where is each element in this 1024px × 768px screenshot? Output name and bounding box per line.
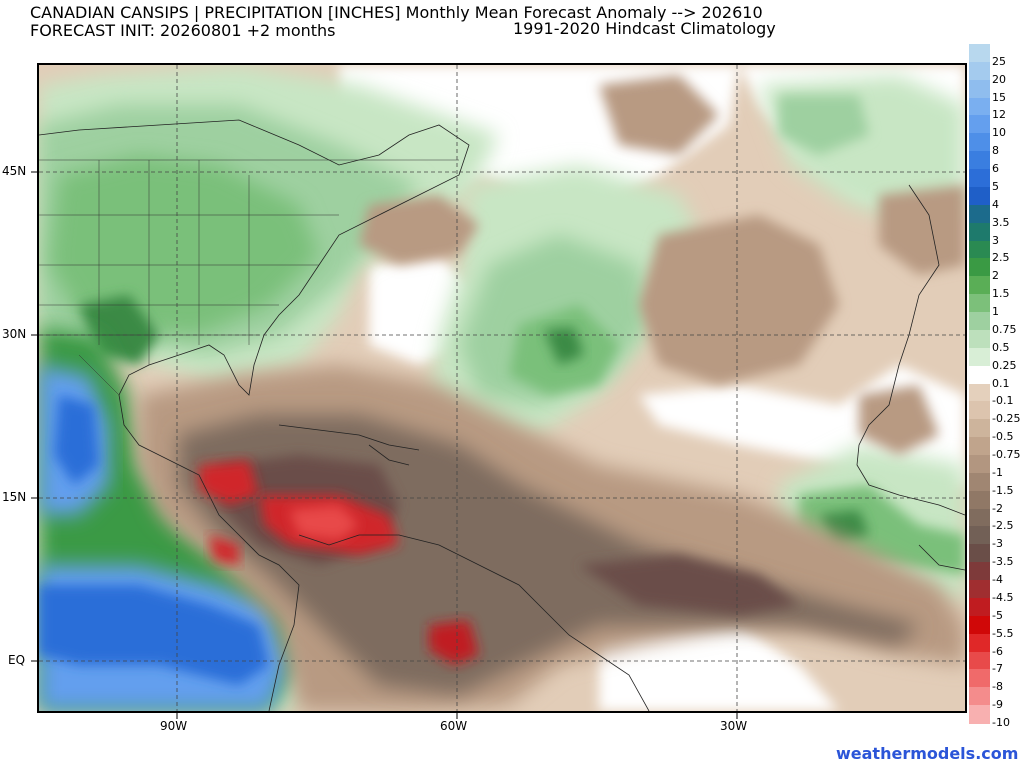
colorbar-level-label: -0.1: [992, 394, 1014, 408]
colorbar-swatch: [969, 472, 990, 492]
colorbar-level-label: 0.1: [992, 376, 1010, 390]
anomaly-map: [39, 65, 965, 711]
colorbar-level-label: -10: [992, 716, 1010, 729]
colorbar-level-label: -8: [992, 680, 1003, 694]
colorbar-swatch: [969, 419, 990, 438]
colorbar-swatch: [969, 258, 990, 277]
colorbar-swatch: [969, 312, 990, 331]
colorbar-level-label: 10: [992, 126, 1006, 140]
colorbar-level-label: 5: [992, 179, 999, 193]
colorbar-level-label: 15: [992, 90, 1006, 104]
colorbar-level-label: 1.5: [992, 287, 1010, 301]
colorbar-level-label: 25: [992, 54, 1006, 68]
colorbar-swatch: [969, 669, 990, 688]
colorbar-swatch: [969, 186, 990, 206]
colorbar-level-label: 6: [992, 162, 999, 176]
colorbar-level-label: 20: [992, 72, 1006, 86]
colorbar-level-label: -3: [992, 537, 1003, 551]
graticule: [39, 65, 965, 711]
colorbar-swatch: [969, 597, 990, 617]
colorbar: [969, 44, 990, 724]
colorbar-swatch: [969, 615, 990, 635]
colorbar-swatch: [969, 133, 990, 152]
map-title: CANADIAN CANSIPS | PRECIPITATION [INCHES…: [30, 3, 763, 22]
colorbar-level-label: -2.5: [992, 519, 1014, 533]
colorbar-swatch: [969, 276, 990, 295]
colorbar-level-label: 3.5: [992, 215, 1010, 229]
colorbar-swatch: [969, 44, 990, 63]
colorbar-level-label: -6: [992, 644, 1003, 658]
colorbar-level-label: -7: [992, 662, 1003, 676]
colorbar-swatch: [969, 526, 990, 545]
colorbar-level-label: 2: [992, 269, 999, 283]
lat-label-45n: 45N: [2, 164, 27, 178]
colorbar-swatch: [969, 705, 990, 724]
colorbar-swatch: [969, 401, 990, 420]
colorbar-level-label: -5: [992, 608, 1003, 622]
map-panel[interactable]: [37, 63, 967, 713]
colorbar-swatch: [969, 687, 990, 706]
dry-anomaly-areas: [139, 75, 965, 711]
colorbar-swatch: [969, 365, 990, 385]
lat-label-eq: EQ: [8, 653, 26, 667]
colorbar-level-label: 0.5: [992, 340, 1010, 354]
colorbar-swatch: [969, 454, 990, 474]
colorbar-swatch: [969, 151, 990, 170]
colorbar-level-label: -4.5: [992, 590, 1014, 604]
lat-label-15n: 15N: [2, 490, 27, 504]
coastlines: [39, 119, 965, 711]
climatology-label: 1991-2020 Hindcast Climatology: [513, 19, 776, 38]
colorbar-level-label: -4: [992, 573, 1003, 587]
colorbar-level-label: -1: [992, 465, 1003, 479]
colorbar-level-label: -0.75: [992, 447, 1021, 461]
colorbar-swatch: [969, 580, 990, 599]
colorbar-swatch: [969, 97, 990, 117]
colorbar-swatch: [969, 329, 990, 349]
lat-label-30n: 30N: [2, 327, 27, 341]
colorbar-swatch: [969, 562, 990, 581]
colorbar-swatch: [969, 347, 990, 367]
colorbar-level-label: 1: [992, 305, 999, 319]
colorbar-swatch: [969, 437, 990, 456]
colorbar-level-label: 3: [992, 233, 999, 247]
colorbar-level-label: 0.75: [992, 322, 1017, 336]
colorbar-level-label: 2.5: [992, 251, 1010, 265]
credit-link[interactable]: weathermodels.com: [836, 744, 1019, 763]
colorbar-level-label: -3.5: [992, 555, 1014, 569]
colorbar-swatch: [969, 294, 990, 313]
colorbar-swatch: [969, 544, 990, 563]
colorbar-swatch: [969, 633, 990, 653]
colorbar-level-label: 8: [992, 144, 999, 158]
colorbar-swatch: [969, 383, 990, 402]
colorbar-swatch: [969, 222, 990, 242]
colorbar-level-label: -0.5: [992, 430, 1014, 444]
forecast-init: FORECAST INIT: 20260801 +2 months: [30, 21, 336, 40]
colorbar-swatch: [969, 651, 990, 670]
lon-label-60w: 60W: [440, 719, 468, 733]
colorbar-swatch: [969, 508, 990, 528]
colorbar-swatch: [969, 79, 990, 99]
colorbar-level-label: -0.25: [992, 412, 1021, 426]
colorbar-swatch: [969, 61, 990, 81]
colorbar-swatch: [969, 204, 990, 224]
colorbar-level-label: -2: [992, 501, 1003, 515]
colorbar-swatch: [969, 240, 990, 259]
lon-label-90w: 90W: [160, 719, 188, 733]
colorbar-swatch: [969, 169, 990, 188]
colorbar-level-label: 4: [992, 197, 999, 211]
colorbar-swatch: [969, 490, 990, 510]
colorbar-level-label: -1.5: [992, 483, 1014, 497]
colorbar-level-label: 12: [992, 108, 1006, 122]
colorbar-level-label: -9: [992, 698, 1003, 712]
colorbar-level-label: 0.25: [992, 358, 1017, 372]
colorbar-level-label: -5.5: [992, 626, 1014, 640]
colorbar-swatch: [969, 115, 990, 134]
lon-label-30w: 30W: [720, 719, 748, 733]
